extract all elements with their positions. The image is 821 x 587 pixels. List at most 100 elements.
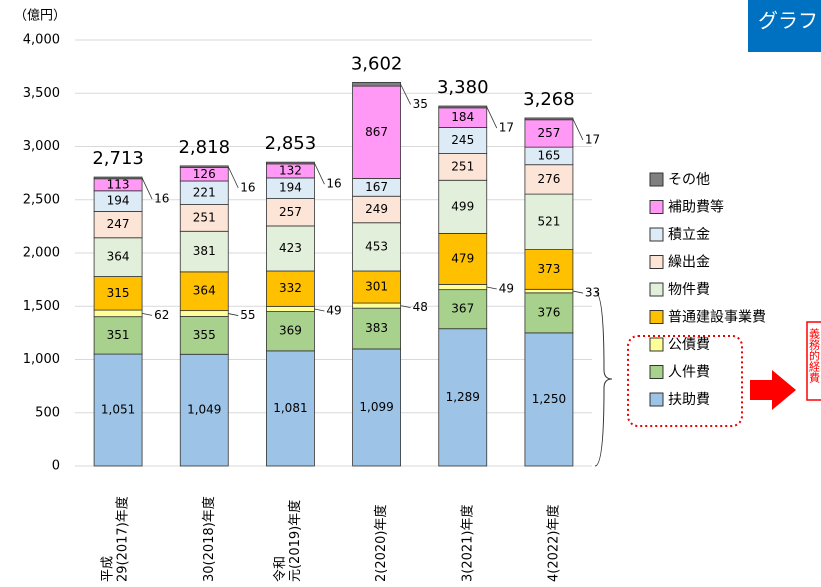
leader-line [142, 312, 153, 316]
legend-label: 普通建設事業費 [668, 310, 766, 326]
data-label: 369 [279, 324, 302, 338]
data-label: 381 [193, 244, 216, 258]
bar-segment [524, 332, 574, 467]
data-label: 165 [537, 148, 560, 162]
y-tick-label: 500 [35, 405, 60, 420]
data-label: 423 [279, 241, 302, 255]
bar-segment [524, 117, 574, 121]
highlight-box [627, 335, 743, 427]
legend-label: 扶助費 [668, 392, 710, 408]
x-tick-label: 平成 [101, 556, 116, 582]
data-label: 16 [154, 192, 169, 206]
data-label: 351 [107, 328, 130, 342]
total-label: 3,268 [523, 89, 575, 110]
badge: グラフ [758, 9, 818, 33]
bar-segment [352, 81, 401, 87]
leader-line [314, 162, 325, 185]
data-label: 315 [107, 286, 130, 300]
data-label: 257 [537, 126, 560, 140]
data-label: 126 [193, 167, 216, 181]
legend-label: 公債費 [668, 337, 710, 353]
leader-line [572, 118, 584, 141]
leader-line [486, 286, 497, 290]
data-label: 479 [451, 251, 474, 265]
data-label: 194 [107, 194, 130, 208]
legend-label: 物件費 [668, 282, 710, 298]
bar-segment [93, 309, 143, 318]
x-tick-label: 29(2017)年度 [115, 496, 131, 582]
y-tick-label: 0 [52, 459, 60, 474]
legend-swatch [649, 172, 664, 187]
x-tick-label: 3(2021)年度 [459, 505, 475, 583]
leader-line [227, 166, 239, 189]
data-label: 251 [193, 210, 216, 224]
leader-line [572, 290, 583, 294]
bar-segment [352, 302, 401, 309]
data-label: 55 [240, 308, 255, 322]
data-label: 247 [107, 217, 130, 231]
bar-segment [179, 271, 229, 312]
legend-label: 積立金 [668, 227, 710, 243]
legend-swatch [649, 392, 664, 407]
annotation-box [806, 321, 821, 401]
data-label: 16 [326, 177, 341, 191]
total-label: 2,853 [265, 133, 317, 154]
data-label: 257 [279, 205, 302, 219]
data-label: 383 [365, 321, 388, 335]
data-label: 373 [537, 262, 560, 276]
badge-box [748, 0, 821, 52]
y-tick-label: 2,500 [23, 192, 60, 207]
legend-label: 補助費等 [668, 199, 724, 216]
data-label: 194 [279, 181, 302, 195]
total-label: 2,818 [178, 137, 230, 158]
data-label: 1,051 [101, 403, 135, 417]
arrow [750, 370, 796, 410]
bar-segment [352, 222, 401, 272]
y-tick-label: 3,000 [23, 139, 60, 154]
bar-segment [352, 307, 401, 350]
data-label: 132 [279, 163, 302, 177]
bar-segment [266, 311, 315, 352]
data-label: 49 [499, 282, 514, 296]
bar-segment [93, 316, 143, 355]
data-label: 521 [537, 214, 560, 228]
data-label: 1,081 [273, 401, 307, 415]
leader-line [400, 84, 411, 105]
y-tick-label: 2,000 [23, 246, 60, 261]
data-label: 1,250 [532, 392, 566, 406]
data-label: 16 [240, 180, 255, 194]
data-label: 221 [193, 185, 216, 199]
bar-segment [179, 230, 229, 273]
bar-segment [524, 193, 574, 250]
y-tick-label: 1,500 [23, 299, 60, 314]
data-label: 113 [107, 177, 130, 191]
x-tick-label: 元(2019)年度 [287, 500, 303, 582]
data-label: 17 [585, 132, 600, 146]
data-label: 276 [537, 172, 560, 186]
bar-segment [524, 288, 574, 294]
leader-line [486, 106, 498, 129]
data-label: 62 [154, 308, 169, 322]
data-label: 35 [413, 97, 428, 111]
bar-segment [438, 127, 488, 154]
x-tick-label: 令和 [273, 556, 288, 582]
y-unit: （億円） [14, 8, 66, 24]
bar-segment [352, 348, 401, 467]
bar-segment [266, 350, 315, 467]
bar-segment [352, 85, 401, 179]
y-tick-label: 3,500 [23, 86, 60, 101]
data-label: 48 [413, 300, 428, 314]
data-label: 49 [326, 303, 341, 317]
bar-segment [93, 353, 143, 467]
data-label: 245 [451, 133, 474, 147]
data-label: 453 [365, 239, 388, 253]
bar-segment [524, 119, 574, 148]
annotation: 義務的経費 [808, 327, 821, 383]
bar-segment [438, 179, 488, 234]
data-label: 364 [193, 284, 216, 298]
data-label: 249 [365, 202, 388, 216]
legend-label: 人件費 [668, 365, 710, 381]
leader-line [314, 308, 325, 312]
bar-segment [438, 328, 488, 467]
